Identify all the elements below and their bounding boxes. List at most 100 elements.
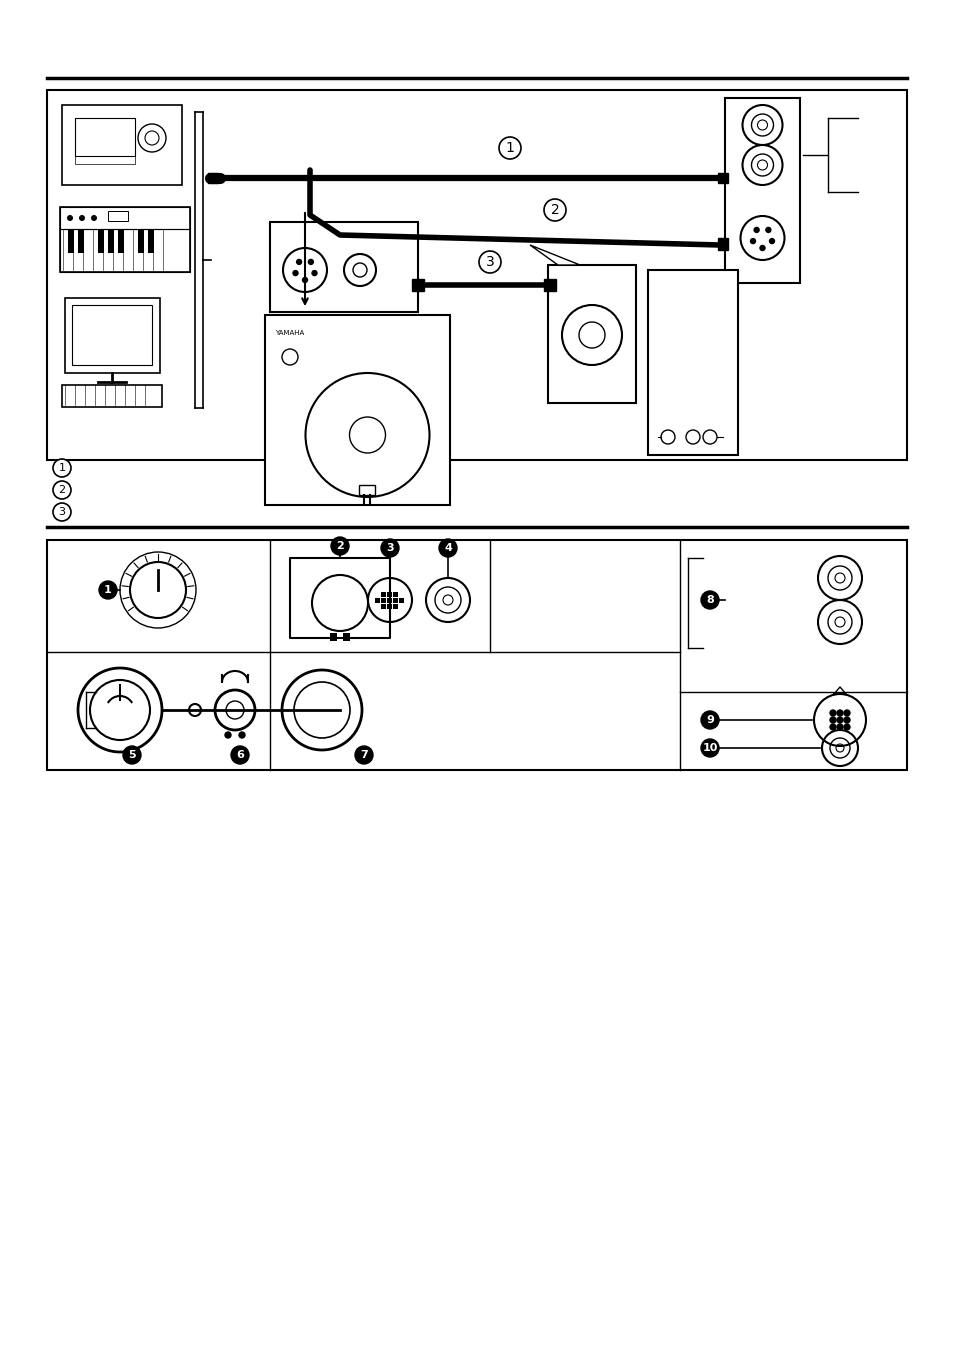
- Text: YAMAHA: YAMAHA: [274, 331, 304, 336]
- Bar: [393, 598, 398, 603]
- Bar: [265, 316, 450, 505]
- Circle shape: [836, 718, 842, 723]
- Text: 7: 7: [359, 750, 368, 759]
- Circle shape: [225, 733, 231, 738]
- Circle shape: [700, 591, 719, 608]
- Circle shape: [79, 214, 85, 221]
- Circle shape: [498, 138, 520, 159]
- Bar: [718, 173, 727, 183]
- Text: 5: 5: [128, 750, 135, 759]
- Bar: [290, 558, 390, 638]
- Circle shape: [231, 746, 249, 764]
- Bar: [393, 603, 398, 608]
- Circle shape: [829, 710, 835, 716]
- Circle shape: [293, 271, 297, 275]
- Text: 3: 3: [485, 255, 494, 268]
- Bar: [60, 206, 190, 229]
- Circle shape: [700, 739, 719, 757]
- Text: 1: 1: [104, 585, 112, 595]
- Circle shape: [769, 239, 774, 244]
- Circle shape: [302, 278, 307, 282]
- Bar: [60, 206, 190, 272]
- Circle shape: [380, 540, 398, 557]
- Bar: [724, 98, 800, 283]
- Circle shape: [700, 711, 719, 728]
- Bar: [65, 298, 160, 374]
- Bar: [547, 264, 636, 403]
- Circle shape: [91, 214, 97, 221]
- Circle shape: [67, 214, 73, 221]
- Bar: [75, 156, 135, 165]
- Circle shape: [760, 246, 764, 251]
- Bar: [118, 229, 124, 254]
- Circle shape: [478, 251, 500, 272]
- Circle shape: [53, 459, 71, 478]
- Circle shape: [765, 228, 770, 232]
- Bar: [399, 598, 404, 603]
- Bar: [71, 305, 152, 366]
- Bar: [375, 598, 380, 603]
- Text: 3: 3: [58, 507, 66, 517]
- Bar: [359, 486, 375, 495]
- Bar: [718, 237, 727, 250]
- Circle shape: [99, 581, 117, 599]
- Bar: [60, 229, 190, 272]
- Bar: [543, 279, 556, 291]
- Bar: [68, 229, 74, 254]
- Bar: [412, 279, 423, 291]
- Bar: [393, 591, 398, 596]
- Text: 1: 1: [505, 142, 514, 155]
- Circle shape: [843, 710, 849, 716]
- Bar: [387, 591, 392, 596]
- Circle shape: [239, 733, 245, 738]
- Bar: [647, 270, 738, 455]
- Circle shape: [836, 724, 842, 730]
- Bar: [381, 603, 386, 608]
- Circle shape: [312, 271, 316, 275]
- Bar: [343, 633, 350, 641]
- Text: 2: 2: [335, 541, 343, 550]
- Circle shape: [355, 746, 373, 764]
- Bar: [108, 210, 128, 221]
- Bar: [75, 117, 135, 156]
- Circle shape: [438, 540, 456, 557]
- Text: 3: 3: [386, 544, 394, 553]
- Text: 2: 2: [550, 202, 558, 217]
- Text: 4: 4: [443, 544, 452, 553]
- Circle shape: [829, 724, 835, 730]
- Bar: [62, 384, 162, 407]
- Text: 8: 8: [705, 595, 713, 604]
- Circle shape: [829, 718, 835, 723]
- Bar: [270, 223, 417, 312]
- Bar: [208, 173, 218, 183]
- Circle shape: [753, 228, 759, 232]
- Circle shape: [53, 503, 71, 521]
- Bar: [62, 105, 182, 185]
- Circle shape: [308, 259, 313, 264]
- Text: 2: 2: [58, 486, 66, 495]
- Bar: [47, 540, 906, 770]
- Circle shape: [296, 259, 301, 264]
- Bar: [330, 633, 336, 641]
- Circle shape: [750, 239, 755, 244]
- Bar: [138, 229, 144, 254]
- Bar: [387, 598, 392, 603]
- Circle shape: [836, 710, 842, 716]
- Circle shape: [543, 200, 565, 221]
- Circle shape: [123, 746, 141, 764]
- Circle shape: [53, 482, 71, 499]
- Circle shape: [331, 537, 349, 554]
- Polygon shape: [530, 246, 579, 264]
- Bar: [47, 90, 906, 460]
- Bar: [387, 603, 392, 608]
- Bar: [78, 229, 84, 254]
- Bar: [108, 229, 113, 254]
- Bar: [381, 591, 386, 596]
- Bar: [98, 229, 104, 254]
- Circle shape: [843, 718, 849, 723]
- Text: 10: 10: [701, 743, 717, 753]
- Bar: [381, 598, 386, 603]
- Text: 9: 9: [705, 715, 713, 724]
- Text: 1: 1: [58, 463, 66, 473]
- Text: 6: 6: [235, 750, 244, 759]
